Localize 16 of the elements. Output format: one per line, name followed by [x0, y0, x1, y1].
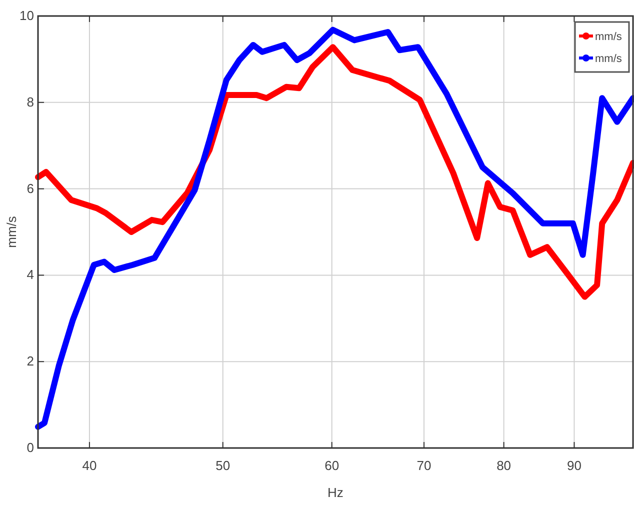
x-axis-title: Hz: [328, 485, 344, 500]
y-tick-label: 0: [26, 440, 34, 455]
x-tick-label: 50: [216, 458, 230, 473]
legend-label: mm/s: [595, 53, 622, 65]
x-tick-label: 70: [416, 458, 432, 473]
x-tick-label: 90: [566, 458, 582, 473]
y-tick-label: 8: [26, 94, 34, 110]
y-tick-label: 2: [26, 354, 34, 369]
x-tick-label: 80: [496, 458, 512, 473]
y-axis-title: mm/s: [4, 216, 19, 248]
x-tick-label: 40: [82, 458, 97, 473]
legend-label: mm/s: [595, 31, 622, 43]
y-tick-label: 6: [26, 180, 34, 196]
y-tick-label: 10: [20, 8, 34, 23]
y-tick-label: 4: [26, 267, 34, 282]
x-tick-label: 60: [324, 458, 340, 473]
